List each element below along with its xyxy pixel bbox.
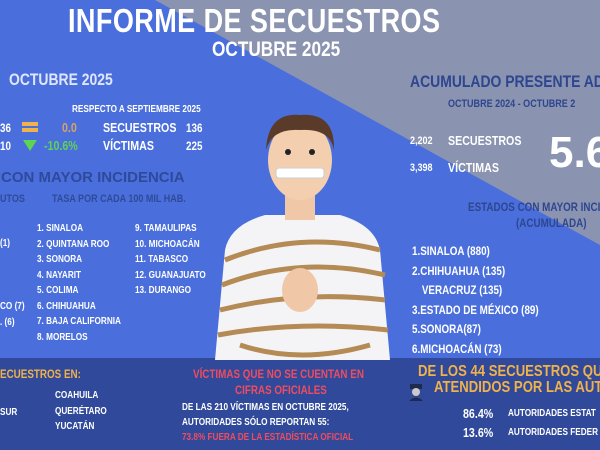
month-label: OCTUBRE 2025: [9, 70, 113, 89]
list-item: YUCATÁN: [55, 421, 95, 432]
list-item: VERACRUZ (135): [421, 283, 503, 297]
attended-title-2: ATENDIDOS POR LAS AUT: [434, 379, 600, 396]
hidden-text-2: AUTORIDADES SÓLO REPORTAN 55:: [182, 417, 330, 428]
zero-state: SUR: [0, 407, 18, 418]
col-rate: TASA POR CADA 100 MIL HAB.: [52, 193, 186, 205]
page-subtitle: OCTUBRE 2025: [212, 38, 341, 61]
hidden-text-1: DE LAS 210 VÍCTIMAS EN OCTUBRE 2025,: [182, 402, 349, 413]
attended-title-1: DE LOS 44 SECUESTROS QU: [418, 363, 600, 380]
hidden-text-3: 73.8% FUERA DE LA ESTADÍSTICA OFICIAL: [182, 432, 354, 443]
list-item: 8. MORELOS: [37, 331, 88, 343]
list-item: 2. QUINTANA ROO: [37, 238, 110, 250]
big-number: 5.6: [549, 128, 600, 177]
bottom-band: [0, 358, 600, 450]
list-item: 3. SONORA: [37, 254, 83, 265]
acc-victimas-label: VÍCTIMAS: [448, 160, 499, 175]
value-secuestros: 136: [186, 121, 203, 135]
label-victimas: VÍCTIMAS: [103, 138, 154, 153]
absolute-fragment: (1): [0, 238, 11, 249]
state-label: AUTORIDADES ESTAT: [508, 408, 596, 419]
accumulated-title: ACUMULADO PRESENTE ADMIN: [410, 72, 600, 91]
absolute-fragment: CO (7): [0, 301, 25, 312]
states-list: 1.SINALOA (880) 2.CHIHUAHUA (135) VERACRUZ…: [412, 242, 539, 359]
down-arrow-icon: [23, 140, 37, 151]
equal-icon: [22, 122, 38, 126]
hidden-title-1: VÍCTIMAS QUE NO SE CUENTAN EN: [193, 367, 364, 381]
zero-title: ECUESTROS EN:: [0, 367, 81, 381]
rate-list-1: 1. SINALOA 2. QUINTANA ROO 3. SONORA 4. NAY…: [37, 223, 121, 347]
change-victimas: -10.6%: [44, 138, 78, 153]
list-item: 4. NAYARIT: [37, 269, 82, 281]
zero-list: COAHUILA QUERÉTARO YUCATÁN: [55, 390, 107, 437]
list-item: 1. SINALOA: [37, 223, 84, 234]
acc-secuestros-label: SECUESTROS: [448, 133, 522, 148]
list-item: COAHUILA: [55, 390, 99, 401]
col-absolute: UTOS: [0, 193, 25, 205]
value-victimas: 225: [186, 139, 203, 153]
list-item: 10. MICHOACÁN: [135, 238, 200, 250]
list-item: 2.CHIHUAHUA (135): [412, 263, 506, 278]
list-item: 12. GUANAJUATO: [135, 269, 206, 281]
states-subtitle: (ACUMULADA): [516, 216, 587, 230]
list-item: 9. TAMAULIPAS: [135, 223, 197, 234]
page-title: INFORME DE SECUESTROS: [68, 2, 441, 39]
state-pct: 86.4%: [463, 406, 494, 421]
acc-victimas-value: 3,398: [410, 162, 433, 174]
federal-label: AUTORIDADES FEDER: [508, 427, 599, 438]
list-item: 1.SINALOA (880): [412, 244, 490, 258]
police-officer-icon: [409, 384, 423, 401]
incidence-title: CON MAYOR INCIDENCIA: [1, 169, 185, 186]
label-secuestros: SECUESTROS: [103, 120, 177, 135]
list-item: 7. BAJA CALIFORNIA: [37, 316, 121, 327]
list-item: 6.MICHOACÁN (73): [412, 341, 502, 356]
compare-label: RESPECTO A SEPTIEMBRE 2025: [72, 104, 201, 115]
list-item: 5. COLIMA: [37, 285, 79, 296]
list-item: 11. TABASCO: [135, 254, 189, 265]
list-item: QUERÉTARO: [55, 405, 107, 417]
acc-secuestros-value: 2,202: [410, 135, 433, 147]
list-item: 5.SONORA(87): [412, 322, 481, 336]
prev-secuestros: 36: [0, 121, 11, 135]
change-secuestros: 0.0: [62, 120, 77, 135]
federal-pct: 13.6%: [463, 425, 494, 440]
list-item: 3.ESTADO DE MÉXICO (89): [412, 302, 539, 317]
prev-victimas: 10: [0, 139, 11, 153]
absolute-fragment: . (6): [0, 317, 15, 328]
rate-list-2: 9. TAMAULIPAS 10. MICHOACÁN 11. TABASCO 12.…: [135, 223, 206, 301]
list-item: 6. CHIHUAHUA: [37, 300, 96, 312]
accumulated-period: OCTUBRE 2024 - OCTUBRE 2: [448, 98, 576, 110]
hidden-title-2: CIFRAS OFICIALES: [235, 383, 327, 397]
states-title: ESTADOS CON MAYOR INCI: [468, 200, 600, 214]
list-item: 13. DURANGO: [135, 285, 192, 296]
